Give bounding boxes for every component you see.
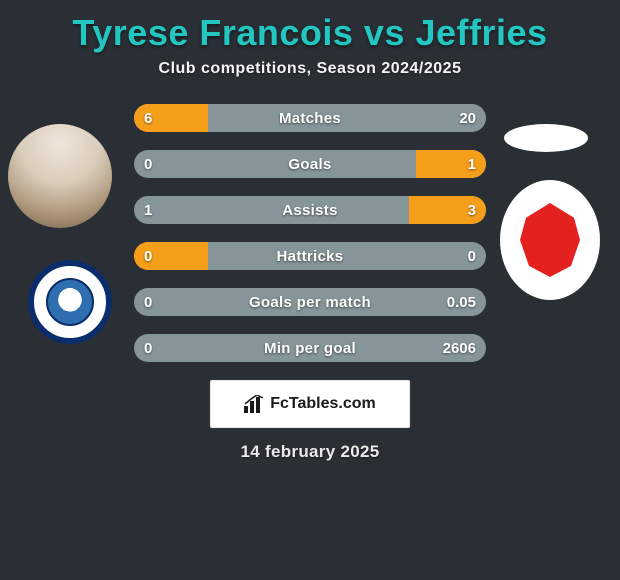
brand-text: FcTables.com xyxy=(270,395,376,413)
stat-bar: 00.05Goals per match xyxy=(134,288,486,316)
stat-label: Min per goal xyxy=(134,334,486,362)
stat-bar: 13Assists xyxy=(134,196,486,224)
player-left-avatar xyxy=(8,124,112,228)
stat-label: Assists xyxy=(134,196,486,224)
team-left-badge xyxy=(28,260,112,344)
stat-bar: 00Hattricks xyxy=(134,242,486,270)
stat-bar: 01Goals xyxy=(134,150,486,178)
comparison-subtitle: Club competitions, Season 2024/2025 xyxy=(0,60,620,78)
stat-bar: 02606Min per goal xyxy=(134,334,486,362)
stat-label: Hattricks xyxy=(134,242,486,270)
stat-bar: 620Matches xyxy=(134,104,486,132)
stat-label: Matches xyxy=(134,104,486,132)
stat-label: Goals xyxy=(134,150,486,178)
brand-badge: FcTables.com xyxy=(210,380,410,428)
stat-label: Goals per match xyxy=(134,288,486,316)
comparison-date: 14 february 2025 xyxy=(0,442,620,462)
bars-icon xyxy=(244,395,264,413)
team-right-badge xyxy=(500,180,600,300)
stats-container: 620Matches 01Goals 13Assists 00Hattricks 00.… xyxy=(134,104,486,362)
player-right-avatar xyxy=(504,124,588,152)
comparison-title: Tyrese Francois vs Jeffries xyxy=(0,0,620,60)
